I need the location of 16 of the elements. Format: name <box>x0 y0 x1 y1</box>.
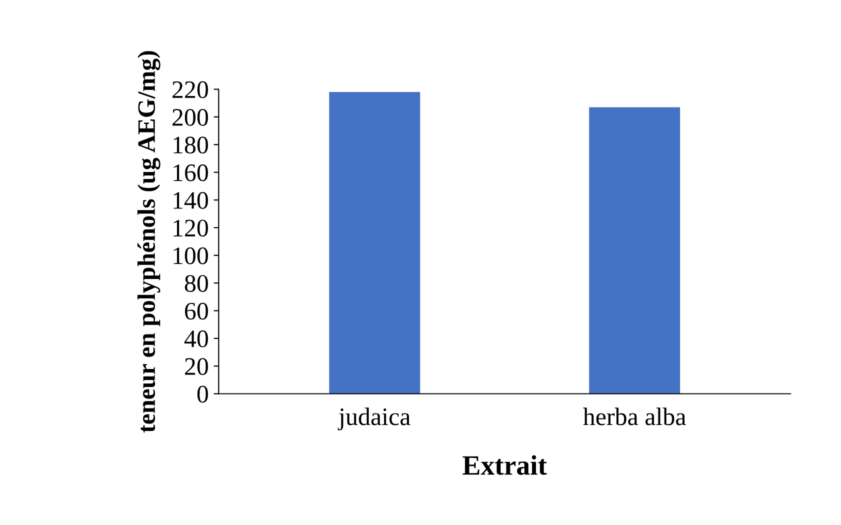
y-tick-label: 220 <box>172 81 208 98</box>
y-tick-label: 200 <box>172 108 208 126</box>
y-tick-label: 180 <box>174 136 208 154</box>
y-tick-label: 20 <box>185 358 208 375</box>
y-tick-label: 100 <box>174 247 208 264</box>
y-tick-label: 160 <box>174 164 208 182</box>
y-tick-label: 140 <box>174 192 208 209</box>
x-tick-label: judaica <box>338 408 410 430</box>
y-tick-label: 120 <box>174 220 208 237</box>
y-tick-label: 40 <box>184 330 208 348</box>
x-tick-label: herba alba <box>583 408 686 426</box>
y-tick-label: 80 <box>184 275 208 292</box>
y-tick-label: 0 <box>197 386 208 403</box>
x-axis-title: Extrait <box>462 455 547 475</box>
y-axis-title: teneur en polyphénols (ug AEG/mg) <box>137 51 160 433</box>
y-tick-label: 60 <box>185 302 208 320</box>
